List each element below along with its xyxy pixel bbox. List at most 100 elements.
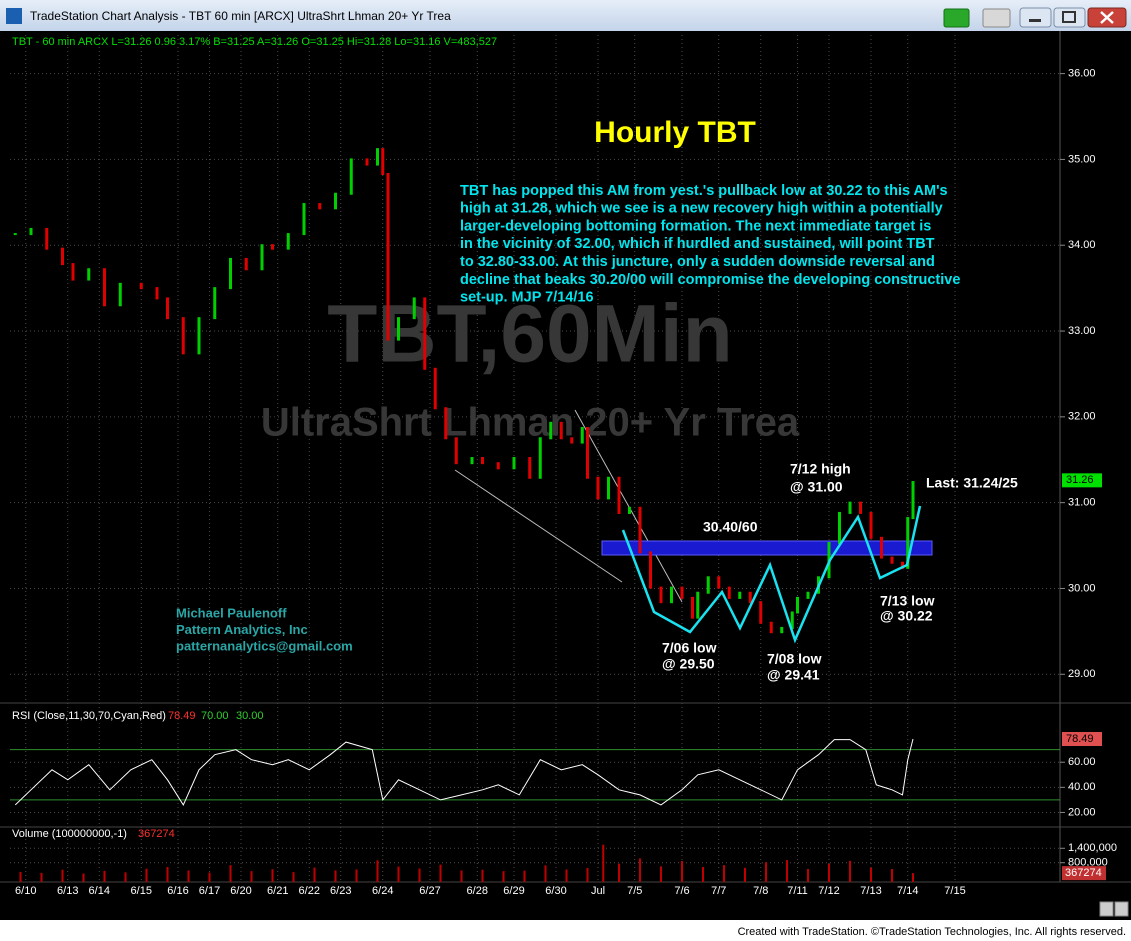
volume-bar — [103, 870, 106, 882]
y-tick-label: 36.00 — [1068, 68, 1096, 80]
volume-label: Volume (100000000,-1) — [12, 828, 127, 840]
volume-bar — [292, 872, 295, 882]
volume-bar — [544, 865, 547, 882]
price-bar — [769, 621, 773, 634]
price-bar — [696, 591, 700, 619]
price-bar — [859, 501, 862, 514]
rsi-line — [14, 738, 914, 806]
x-tick-label: 6/14 — [89, 885, 110, 897]
y-tick-label: 30.00 — [1068, 582, 1096, 594]
commentary-line: in the vicinity of 32.00, which if hurdl… — [460, 236, 935, 252]
rsi-level-label: 30.00 — [236, 710, 264, 722]
price-bar — [376, 148, 379, 166]
volume-bar — [765, 862, 767, 882]
x-tick-label: 7/6 — [674, 885, 689, 897]
price-bar — [838, 511, 841, 544]
annotation: @ 29.50 — [662, 656, 715, 672]
rsi-level-label: 70.00 — [201, 710, 229, 722]
x-tick-label: 6/10 — [15, 885, 36, 897]
volume-bar — [639, 858, 641, 882]
y-tick-label: 800,000 — [1068, 857, 1108, 869]
volume-bar — [418, 868, 421, 882]
price-bar — [260, 244, 264, 271]
last-price-box — [1062, 473, 1102, 488]
x-tick-label: 7/5 — [627, 885, 642, 897]
volume-bar — [397, 866, 400, 882]
volume-bar — [439, 864, 442, 882]
price-bar — [229, 257, 232, 290]
options-button[interactable] — [982, 8, 1011, 28]
rsi-label: RSI (Close,11,30,70,Cyan,Red) — [12, 710, 166, 722]
price-bar — [423, 297, 427, 370]
volume-bar — [145, 868, 148, 882]
watermark: TBT,60Min — [327, 289, 732, 380]
commentary-line: TBT has popped this AM from yest.'s pull… — [460, 183, 948, 199]
price-bar — [617, 476, 621, 514]
y-tick-label: 40.00 — [1068, 781, 1096, 793]
volume-bar — [744, 867, 746, 882]
x-tick-label: 6/27 — [419, 885, 440, 897]
price-bar — [454, 437, 458, 465]
volume-bar — [187, 870, 190, 882]
price-bar — [596, 476, 600, 500]
trend-line — [454, 469, 623, 583]
price-bar — [166, 297, 169, 320]
volume-bar — [618, 863, 620, 882]
volume-bar — [376, 860, 379, 882]
commentary-line: decline that beaks 30.20/00 will comprom… — [460, 272, 960, 288]
price-bar — [286, 233, 290, 250]
price-bar — [691, 596, 694, 619]
footer-bar — [0, 920, 1131, 941]
price-bar — [549, 421, 553, 440]
volume-bar — [870, 867, 872, 882]
price-bar — [748, 591, 752, 604]
price-bar — [87, 268, 91, 281]
price-bar — [727, 586, 731, 599]
volume-bar — [19, 871, 22, 882]
scroll-right[interactable] — [1114, 901, 1129, 917]
chart-background — [0, 31, 1131, 920]
scroll-left[interactable] — [1099, 901, 1114, 917]
symbol-link-button[interactable] — [943, 8, 970, 28]
volume-bar — [61, 869, 64, 882]
x-tick-label: 6/21 — [267, 885, 288, 897]
volume-bar — [334, 870, 337, 882]
volume-bar — [660, 866, 662, 882]
volume-bar — [565, 869, 568, 882]
volume-bar — [702, 867, 704, 882]
price-bar — [197, 317, 201, 355]
commentary-line: set-up. MJP 7/14/16 — [460, 290, 594, 306]
x-tick-label: 7/15 — [944, 885, 965, 897]
price-bar — [334, 192, 337, 210]
volume-bar — [723, 865, 725, 882]
price-bar — [302, 203, 306, 236]
price-bar — [470, 457, 474, 465]
volume-bar — [586, 868, 589, 882]
maximize-button[interactable] — [1053, 7, 1086, 28]
price-bar — [349, 158, 353, 195]
minimize-button[interactable] — [1019, 7, 1052, 28]
trend-line — [574, 409, 683, 603]
volume-bar — [602, 844, 605, 882]
price-bar — [901, 561, 904, 569]
commentary-line: larger-developing bottoming formation. T… — [460, 218, 931, 234]
x-tick-label: 6/13 — [57, 885, 78, 897]
x-tick-label: 6/24 — [372, 885, 393, 897]
price-bar — [706, 576, 710, 594]
y-tick-label: 34.00 — [1068, 239, 1096, 251]
price-bar — [659, 586, 663, 604]
price-bar — [628, 506, 631, 514]
price-bar — [386, 173, 390, 341]
annotation: @ 29.41 — [767, 667, 820, 683]
price-bar — [586, 426, 589, 479]
chart-title: Hourly TBT — [594, 116, 756, 149]
price-bar — [412, 297, 416, 320]
x-tick-label: 6/29 — [503, 885, 524, 897]
y-tick-label: 20.00 — [1068, 806, 1096, 818]
price-bar — [528, 457, 532, 479]
price-bar — [538, 437, 542, 479]
rsi-last-label: 78.49 — [1066, 733, 1094, 745]
x-tick-label: 6/23 — [330, 885, 351, 897]
x-tick-label: 6/28 — [467, 885, 488, 897]
price-bar — [29, 227, 33, 236]
